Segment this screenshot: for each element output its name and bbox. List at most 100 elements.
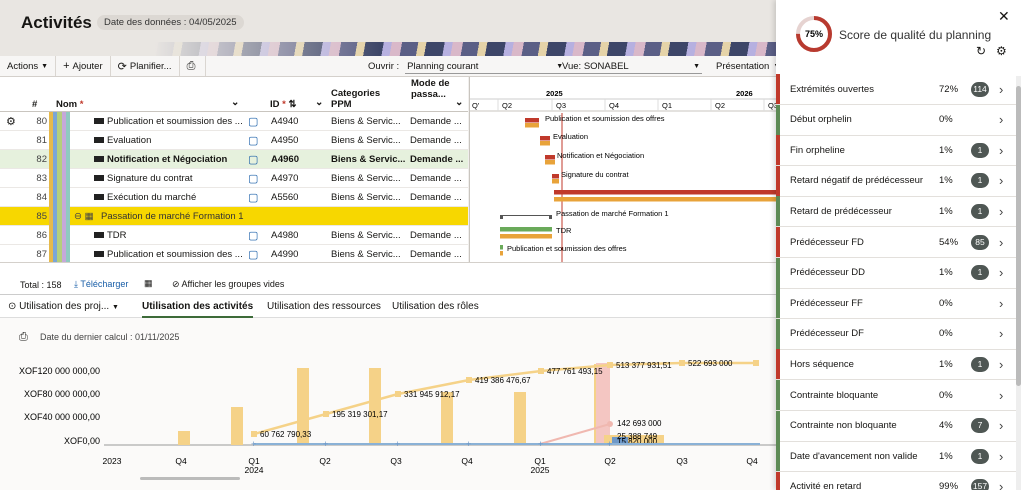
gantt-bar (525, 118, 539, 123)
table-row[interactable]: 86 TDR ▢ A4980 Biens & Servic... Demande ... (0, 226, 468, 245)
cumulative-data-label: 60 762 790,33 (260, 430, 312, 439)
row-number: 85 (36, 211, 47, 222)
chart-scrollbar (140, 477, 240, 480)
print-icon[interactable]: ⎙ (19, 331, 28, 343)
download-link[interactable]: ⤓ Télécharger (74, 279, 129, 289)
usage-bar (369, 368, 381, 445)
quality-metric-row[interactable]: Début orphelin 0% › (776, 104, 1016, 136)
chevron-down-icon[interactable]: ⌄ (315, 97, 324, 108)
row-number: 84 (36, 192, 47, 203)
gantt-bar-label: TDR (556, 226, 572, 235)
add-button[interactable]: + Ajouter (56, 56, 111, 76)
gantt-quarter-label: Q' (472, 101, 480, 110)
gantt-bar (500, 227, 552, 232)
quality-metric-row[interactable]: Retard de prédécesseur 1% 1 › (776, 196, 1016, 228)
metric-status-bar (776, 227, 780, 257)
metric-percent: 99% (939, 481, 959, 490)
gantt-summary-bar (500, 215, 552, 219)
refresh-icon[interactable]: ↻ (976, 44, 987, 58)
show-empty-groups-toggle[interactable]: ⊘ Afficher les groupes vides (172, 279, 285, 289)
quality-metric-row[interactable]: Prédécesseur FF 0% › (776, 288, 1016, 320)
column-header-category[interactable]: Categories PPM (331, 88, 381, 110)
metric-status-bar (776, 349, 780, 380)
table-row[interactable]: 82 Notification et Négociation ▢ A4960 Biens… (0, 150, 468, 169)
chevron-down-icon[interactable]: ⌄ (455, 97, 464, 108)
open-selector[interactable]: Ouvrir : Planning courant ▼ (368, 60, 566, 74)
table-row[interactable]: 81 Evaluation ▢ A4950 Biens & Servic... Deman… (0, 131, 468, 150)
gear-icon[interactable]: ⚙ (6, 116, 16, 128)
close-icon[interactable]: ✕ (998, 8, 1010, 24)
column-header-id[interactable]: ID * ⇅ (270, 99, 297, 110)
sort-icon: ⇅ (288, 99, 297, 110)
comment-icon[interactable]: ▢ (248, 135, 259, 147)
quality-metric-row[interactable]: Activité en retard 99% 157 › (776, 471, 1016, 490)
tab-activities-usage[interactable]: Utilisation des activités (142, 301, 254, 318)
caret-down-icon: ▼ (693, 62, 700, 70)
quality-metric-row[interactable]: Contrainte non bloquante 4% 7 › (776, 410, 1016, 442)
main-area: Activités Date des données : 04/05/2025 … (0, 0, 776, 490)
usage-bar (178, 431, 190, 445)
chevron-right-icon: › (999, 479, 1004, 490)
metric-name: Prédécesseur FF (790, 297, 863, 309)
table-row[interactable]: 84 Exécution du marché ▢ A5560 Biens & Servi… (0, 188, 468, 207)
comment-icon[interactable]: ▢ (248, 249, 259, 261)
view-selector[interactable]: Vue: SONABEL ▼ (560, 60, 702, 74)
collapse-icon[interactable]: ⊖ ▦ (74, 211, 94, 222)
metric-status-bar (776, 135, 780, 166)
activity-id: A5560 (271, 192, 299, 203)
table-row[interactable]: 83 Signature du contrat ▢ A4970 Biens & Serv… (0, 169, 468, 188)
column-header-name[interactable]: Nom * (56, 99, 84, 110)
quality-metric-row[interactable]: Fin orpheline 1% 1 › (776, 135, 1016, 167)
column-header-mode[interactable]: Mode de passa... (411, 78, 450, 100)
gantt-year: 2025 (546, 89, 563, 98)
quality-metric-row[interactable]: Date d'avancement non valide 1% 1 › (776, 441, 1016, 473)
tab-roles-usage[interactable]: Utilisation des rôles (392, 301, 479, 312)
gear-icon[interactable]: ⚙ (996, 44, 1007, 58)
cumulative-point (753, 360, 759, 366)
quality-metric-row[interactable]: Contrainte bloquante 0% › (776, 380, 1016, 411)
quality-metric-row[interactable]: Retard négatif de prédécesseur 1% 1 › (776, 165, 1016, 197)
quality-metric-row[interactable]: Prédécesseur DF 0% › (776, 318, 1016, 350)
export-icon[interactable]: ▦ (144, 278, 153, 288)
comment-icon[interactable]: ▢ (248, 116, 259, 128)
comment-icon[interactable]: ▢ (248, 192, 259, 204)
metric-status-bar (776, 196, 780, 227)
gantt-quarter-label: Q3 (556, 101, 566, 110)
metric-name: Hors séquence (790, 358, 854, 370)
cumulative-point (251, 431, 257, 437)
baseline-point: + (251, 439, 256, 449)
cumulative-data-label: 513 377 931,51 (616, 361, 672, 370)
cumulative-point (679, 360, 685, 366)
chevron-right-icon: › (999, 81, 1004, 97)
chevron-down-icon[interactable]: ⌄ (231, 97, 240, 108)
cumulative-point (607, 362, 613, 368)
score-gauge: 75% (796, 16, 832, 52)
tab-resources-usage[interactable]: Utilisation des ressources (267, 301, 381, 312)
quality-metric-row[interactable]: Extrémités ouvertes 72% 114 › (776, 74, 1016, 105)
print-button[interactable]: ⎙ (180, 56, 207, 76)
comment-icon[interactable]: ▢ (248, 230, 259, 242)
activity-bar-icon (94, 118, 104, 124)
quality-metric-row[interactable]: Hors séquence 1% 1 › (776, 349, 1016, 381)
usage-type-dropdown[interactable]: ⊙ Utilisation des proj... ▼ (8, 301, 119, 312)
panel-scrollbar[interactable] (1016, 76, 1021, 490)
metric-name: Extrémités ouvertes (790, 83, 874, 95)
metric-status-bar (776, 74, 780, 104)
activity-name: Passation de marché Formation 1 (101, 211, 244, 222)
column-header-number[interactable]: # (32, 99, 38, 110)
group-row[interactable]: 85 ⊖ ▦ Passation de marché Formation 1 (0, 207, 468, 226)
schedule-button[interactable]: ⟳ Planifier... (111, 56, 180, 76)
metric-count-badge: 1 (971, 142, 989, 158)
comment-icon[interactable]: ▢ (248, 154, 259, 166)
comment-icon[interactable]: ▢ (248, 173, 259, 185)
gantt-chart[interactable]: 2025 2026 Q' Q2 Q3 Q4 Q1 Q2 Q3 Publication et sou… (469, 77, 776, 262)
quality-metric-row[interactable]: Prédécesseur FD 54% 85 › (776, 227, 1016, 258)
x-axis-tick-label: Q3 (676, 456, 688, 466)
table-row[interactable]: 87 Publication et soumission des ... ▢ A499… (0, 245, 468, 262)
table-row[interactable]: ⚙ 80 Publication et soumission des ... ▢ A49… (0, 112, 468, 131)
last-calculation-date: Date du dernier calcul : 01/11/2025 (40, 332, 180, 342)
presentation-menu[interactable]: Présentation▼ (716, 56, 776, 77)
quality-metric-row[interactable]: Prédécesseur DD 1% 1 › (776, 257, 1016, 289)
gantt-bar-label: Publication et soumission des offres (507, 244, 627, 253)
actions-menu[interactable]: Actions ▼ (0, 56, 57, 76)
